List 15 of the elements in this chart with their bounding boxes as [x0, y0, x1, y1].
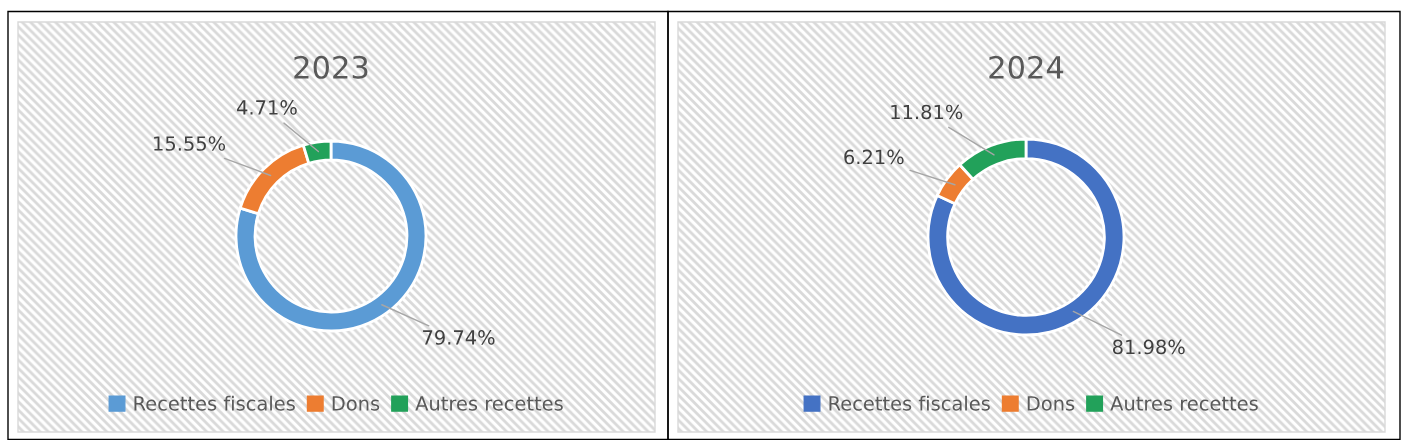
data-label: 81.98%	[1112, 339, 1185, 355]
legend-label: Dons	[1027, 396, 1075, 411]
legend-label: Dons	[332, 396, 380, 411]
data-label: 6.21%	[844, 149, 904, 165]
chart-title: 2024	[989, 55, 1064, 79]
chart-title: 2023	[294, 55, 368, 79]
data-label: 11.81%	[891, 104, 963, 120]
donut-slice	[926, 137, 1126, 337]
legend-label: Recettes fiscales	[134, 395, 295, 411]
legend-label: Autres recettes	[415, 396, 563, 411]
legend-label: Autres recettes	[1110, 396, 1258, 411]
data-label: 79.74%	[423, 330, 495, 345]
legend-label: Recettes fiscales	[829, 395, 990, 411]
data-label: 4.71%	[237, 100, 297, 115]
data-label: 15.55%	[154, 136, 226, 151]
